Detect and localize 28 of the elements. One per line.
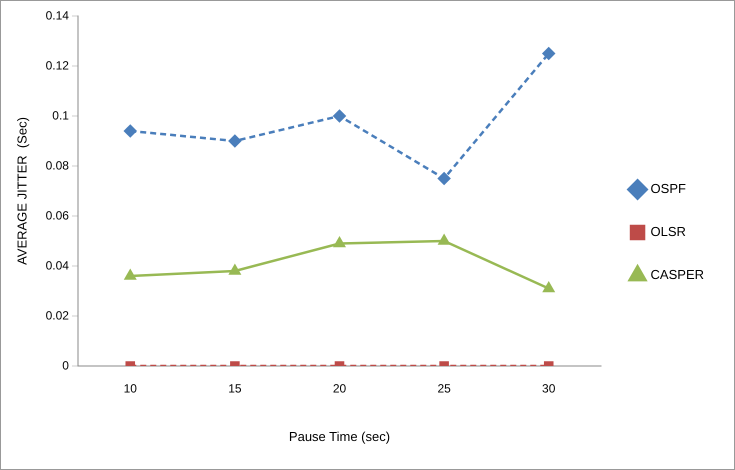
y-tick-label: 0.12: [46, 58, 70, 72]
y-tick-label: 0.08: [46, 158, 70, 172]
legend-label: OSPF: [650, 181, 686, 196]
x-axis-title: Pause Time (sec): [288, 428, 390, 444]
y-tick-label: 0: [62, 358, 70, 372]
point: [228, 134, 242, 148]
point: [334, 237, 346, 248]
point: [333, 110, 346, 122]
legend-label: CASPER: [650, 267, 704, 282]
point: [438, 172, 450, 185]
point: [124, 270, 136, 280]
legend-label: OLSR: [650, 224, 686, 240]
y-tick-label: 0.06: [46, 208, 70, 222]
y-axis-title: AVERAGE JITTER (Sec): [14, 117, 30, 265]
y-tick-label: 0.02: [46, 308, 70, 322]
point: [124, 124, 137, 138]
y-tick-label: 0.14: [46, 8, 70, 22]
point: [543, 282, 554, 292]
x-tick-label: 30: [542, 382, 556, 396]
point: [542, 47, 555, 60]
point: [229, 264, 240, 275]
x-tick-label: 10: [124, 382, 138, 396]
point: [438, 234, 450, 245]
x-tick-label: 15: [228, 382, 242, 396]
y-tick-label: 0.1: [52, 108, 70, 122]
x-tick-label: 25: [437, 382, 452, 396]
x-tick-label: 20: [332, 382, 346, 396]
y-tick-label: 0.04: [46, 258, 70, 272]
